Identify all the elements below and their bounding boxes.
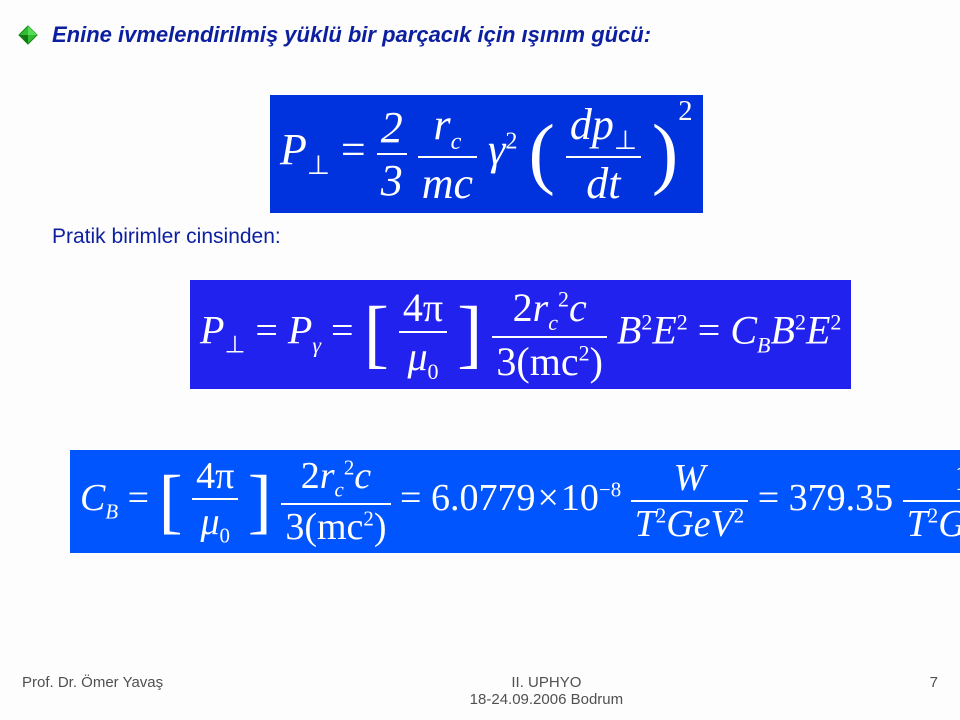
eq2-C: C: [730, 308, 757, 353]
equation-3: CB = [ 4π μ0 ] 2rc2c 3(mc2) = 6.0779×10−…: [70, 450, 960, 553]
eq3-T2: T: [907, 503, 928, 545]
eq3-one: 1: [903, 456, 960, 500]
eq1-f1-bot: 3: [377, 153, 407, 206]
eq3-T: T: [635, 503, 656, 545]
eq2-CB: B: [757, 333, 770, 358]
eq3-c: c: [354, 455, 371, 497]
title-row: Enine ivmelendirilmiş yüklü bir parçacık…: [18, 22, 651, 48]
slide-title: Enine ivmelendirilmiş yüklü bir parçacık…: [52, 22, 651, 48]
eq3-close: ): [374, 506, 387, 548]
eq3-mc2: 2: [363, 506, 373, 530]
eq1-dp-sub: ⊥: [614, 125, 637, 155]
eq2-g: γ: [312, 333, 321, 358]
eq1-dp: dp: [570, 100, 614, 149]
eq1-mc: mc: [418, 156, 477, 209]
eq1-outer-sup: 2: [678, 96, 692, 127]
eq1-lhs: P: [280, 125, 307, 174]
footer-center-1: II. UPHYO: [470, 674, 623, 691]
eq3-r: r: [320, 455, 335, 497]
eq3-CB: B: [105, 500, 118, 524]
eq2-c: c: [569, 285, 587, 330]
eq3-mu: μ: [200, 501, 219, 543]
equation-2: P⊥ = Pγ = [ 4π μ0 ] 2rc2c 3(mc2) B2E2 = …: [190, 280, 851, 389]
eq2-Pg: P: [288, 308, 312, 353]
eq3-4pi: 4π: [192, 454, 238, 498]
equation-1: P⊥ = 2 3 rc mc γ2 ( dp⊥ dt )2: [270, 95, 703, 213]
footer-left: Prof. Dr. Ömer Yavaş: [22, 674, 163, 708]
eq3-mu0: 0: [220, 524, 230, 548]
eq3-W: W: [631, 456, 749, 500]
footer-right: 7: [930, 674, 938, 708]
eq1-rc-sub: c: [451, 128, 462, 155]
eq3-2: 2: [301, 455, 320, 497]
eq2-3mc: 3(mc: [496, 339, 578, 384]
footer-center: II. UPHYO 18-24.09.2006 Bodrum: [470, 674, 623, 708]
eq1-lhs-sub: ⊥: [307, 150, 330, 180]
eq2-E2sup: 2: [830, 309, 841, 334]
eq1-gamma: γ: [488, 125, 505, 174]
eq3-val1: 6.0779: [431, 477, 536, 519]
eq1-rc-r: r: [433, 100, 450, 149]
eq3-val2: 379.35: [789, 477, 894, 519]
eq3-GeVs: GeVs: [938, 503, 960, 545]
eq2-P: P: [200, 308, 224, 353]
eq2-rsup: 2: [558, 287, 569, 312]
footer-center-2: 18-24.09.2006 Bodrum: [470, 691, 623, 708]
eq3-rsup: 2: [344, 455, 354, 479]
eq2-rsub: c: [548, 310, 558, 335]
eq3-ten: 10: [561, 477, 599, 519]
eq2-mu0: 0: [428, 359, 439, 384]
eq1-f1-top: 2: [377, 102, 407, 153]
eq3-Tsup: 2: [656, 504, 666, 528]
eq2-r: r: [533, 285, 549, 330]
diamond-icon: [18, 25, 38, 45]
eq2-B: B: [617, 308, 641, 353]
eq2-mu: μ: [407, 334, 427, 379]
eq3-rsub: c: [335, 478, 344, 502]
eq3-C: C: [80, 477, 105, 519]
eq2-Esup: 2: [677, 309, 688, 334]
eq3-GeVsup: 2: [734, 504, 744, 528]
eq3-GeV: GeV: [666, 503, 734, 545]
eq2-E2: E: [806, 308, 830, 353]
eq1-dt: dt: [566, 156, 641, 209]
eq2-Bsup: 2: [641, 309, 652, 334]
eq2-B2: B: [771, 308, 795, 353]
eq2-B2sup: 2: [795, 309, 806, 334]
eq3-ten-exp: −8: [599, 477, 621, 501]
eq3-T2sup: 2: [928, 504, 938, 528]
subtitle: Pratik birimler cinsinden:: [52, 225, 281, 249]
footer: Prof. Dr. Ömer Yavaş II. UPHYO 18-24.09.…: [0, 674, 960, 708]
eq2-mc2: 2: [579, 341, 590, 366]
eq2-4pi: 4π: [399, 284, 447, 331]
eq1-gamma-sup: 2: [505, 127, 517, 154]
eq2-close: ): [590, 339, 603, 384]
eq3-3mc: 3(mc: [285, 506, 363, 548]
eq2-2: 2: [513, 285, 533, 330]
eq2-perp: ⊥: [224, 333, 245, 359]
eq2-E: E: [652, 308, 676, 353]
